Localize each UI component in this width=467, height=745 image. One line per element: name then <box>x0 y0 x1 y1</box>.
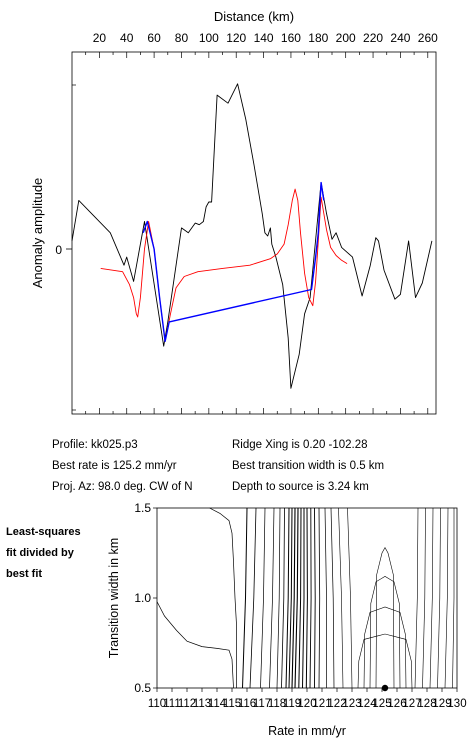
contour-line-vertical <box>429 507 434 689</box>
bottom-x-tick-label: 118 <box>268 698 286 710</box>
best-rate-text: Best rate is 125.2 mm/yr <box>52 460 177 472</box>
top-x-tick-label: 20 <box>93 31 107 45</box>
bottom-x-ticks: 1101111121131141151161171181191201211221… <box>148 688 467 710</box>
top-series-group <box>71 83 433 389</box>
contour-line-vertical <box>302 508 305 689</box>
top-x-tick-label: 240 <box>390 31 410 45</box>
fit-segment-line <box>142 181 325 342</box>
contour-line-vertical <box>276 507 281 689</box>
bottom-x-tick-label: 114 <box>208 698 227 710</box>
bottom-x-tick-label: 129 <box>432 698 451 710</box>
top-frame-ticks <box>72 52 429 414</box>
contour-line-vertical <box>260 507 266 689</box>
top-x-tick-label: 60 <box>147 31 161 45</box>
bottom-x-tick-label: 112 <box>178 698 196 710</box>
contour-line-vertical <box>242 507 248 689</box>
best-fit-marker <box>381 684 389 692</box>
top-x-tick-label: 200 <box>336 31 356 45</box>
top-x-tick-label: 260 <box>418 31 438 45</box>
contour-line-vertical <box>309 507 312 689</box>
contour-line-nested <box>363 606 407 689</box>
contour-line-vertical <box>269 507 275 689</box>
bottom-x-tick-label: 110 <box>148 698 166 710</box>
top-x-tick-label: 80 <box>175 31 189 45</box>
side-title-line-2: fit divided by <box>6 547 74 559</box>
contour-line-vertical <box>414 507 419 689</box>
bottom-x-tick-label: 116 <box>238 698 256 710</box>
bottom-y-axis-label: Transition width in km <box>107 538 121 658</box>
best-width-text: Best transition width is 0.5 km <box>232 460 384 472</box>
model-profile-line <box>100 188 348 342</box>
contour-line-vertical <box>324 507 327 688</box>
contour-line-vertical <box>314 507 316 689</box>
contour-line-vertical <box>298 507 302 689</box>
top-x-tick-label: 100 <box>199 31 219 45</box>
observed-profile-line <box>71 83 433 389</box>
bottom-x-tick-label: 119 <box>283 698 301 710</box>
contour-line-vertical <box>347 507 353 689</box>
top-x-tick-label: 160 <box>281 31 301 45</box>
contour-line-vertical <box>294 507 299 689</box>
top-x-axis-label: Distance (km) <box>214 9 294 24</box>
side-title-line-1: Least-squares <box>6 526 81 538</box>
contour-line-vertical <box>330 507 335 689</box>
bottom-x-tick-label: 120 <box>297 698 316 710</box>
contour-line-vertical <box>288 507 293 689</box>
bottom-x-tick-label: 113 <box>193 698 211 710</box>
contour-line-vertical <box>422 507 426 689</box>
bottom-x-tick-label: 124 <box>357 698 377 710</box>
top-y-axis-label: Anomaly amplitude <box>30 178 45 289</box>
contour-line-nested <box>375 546 395 689</box>
top-x-ticks: 20 40 60 80 100 120 140 160 180 200 220 240 260 <box>93 31 438 45</box>
bottom-x-tick-label: 115 <box>223 698 241 710</box>
contour-line-vertical <box>305 507 308 689</box>
bottom-x-tick-label: 123 <box>342 698 361 710</box>
top-y-zero-label: 0 <box>55 243 62 257</box>
contour-lines <box>156 507 455 689</box>
contour-side-title: Least-squares fit divided by best fit <box>6 522 106 585</box>
depth-text: Depth to source is 3.24 km <box>232 481 369 493</box>
top-x-tick-label: 140 <box>254 31 274 45</box>
contour-line-nested <box>357 633 413 689</box>
side-title-line-3: best fit <box>6 568 43 580</box>
top-x-tick-label: 180 <box>308 31 328 45</box>
bottom-y-tick-label: 0.5 <box>134 681 151 695</box>
contour-line-left-lower <box>156 601 234 689</box>
bottom-x-tick-label: 126 <box>387 698 406 710</box>
bottom-x-tick-label: 130 <box>447 698 466 710</box>
contour-line-vertical <box>444 507 449 689</box>
contour-line-vertical <box>281 507 285 689</box>
ridge-xing-text: Ridge Xing is 0.20 -102.28 <box>232 439 368 451</box>
contour-line-vertical <box>291 507 296 689</box>
contour-line-vertical <box>437 507 441 689</box>
bottom-x-tick-label: 128 <box>417 698 436 710</box>
bottom-x-axis-label: Rate in mm/yr <box>268 724 346 738</box>
contour-line-vertical <box>318 507 321 689</box>
contour-line-vertical <box>452 508 455 689</box>
contour-line-vertical <box>338 507 344 689</box>
bottom-x-tick-label: 121 <box>312 698 331 710</box>
bottom-x-tick-label: 111 <box>163 698 180 710</box>
bottom-y-tick-label: 1.0 <box>134 591 151 605</box>
contour-line-nested <box>369 576 401 689</box>
bottom-x-tick-label: 125 <box>372 698 391 710</box>
profile-text: Profile: kk025.p3 <box>52 439 138 451</box>
proj-az-text: Proj. Az: 98.0 deg. CW of N <box>52 481 193 493</box>
contour-chart: Transition width in km 0.51.01.5 1101111… <box>107 501 467 738</box>
bottom-x-tick-label: 127 <box>402 698 421 710</box>
contour-line-vertical <box>285 507 290 689</box>
bottom-x-tick-label: 117 <box>253 698 271 710</box>
contour-line-vertical <box>249 507 257 689</box>
bottom-x-tick-label: 122 <box>327 698 346 710</box>
contour-line-left-upper <box>209 507 237 688</box>
top-x-tick-label: 40 <box>120 31 134 45</box>
top-plot-frame <box>71 51 437 415</box>
bottom-y-ticks: 0.5 1.0 1.5 <box>134 501 157 695</box>
bottom-y-tick-label: 1.5 <box>134 501 151 515</box>
top-x-tick-label: 220 <box>363 31 383 45</box>
top-x-tick-label: 120 <box>226 31 246 45</box>
info-block: Profile: kk025.p3 Best rate is 125.2 mm/… <box>52 439 384 493</box>
anomaly-chart: Distance (km) 20 40 60 80 100 120 140 160 180 200… <box>30 9 438 415</box>
